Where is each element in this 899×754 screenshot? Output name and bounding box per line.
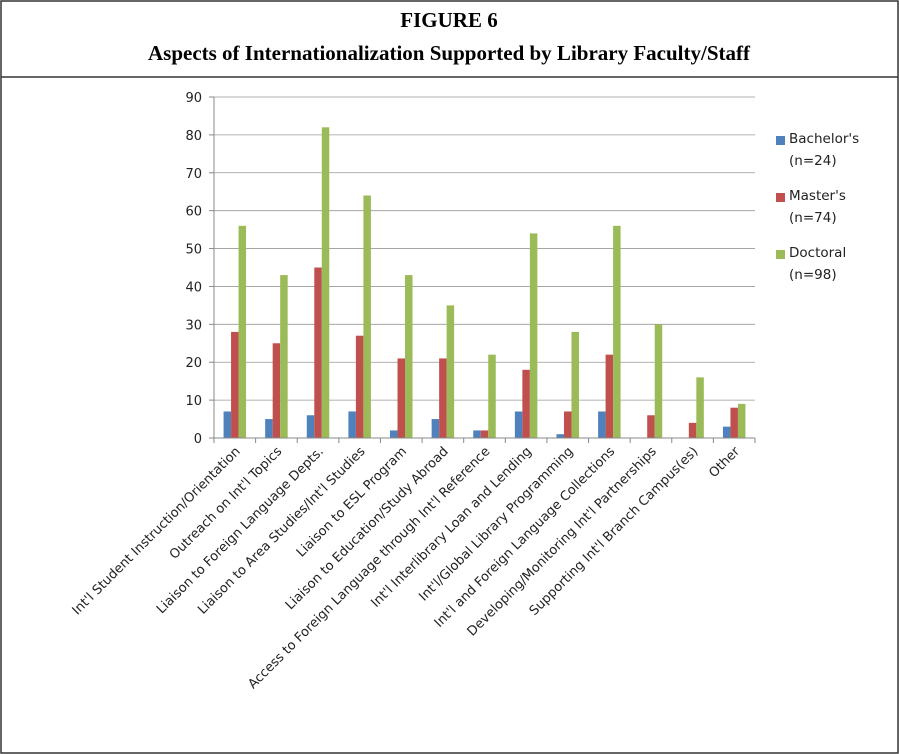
legend-label: Master's (n=74)	[789, 188, 846, 226]
y-tick-label: 60	[185, 205, 202, 220]
bar	[397, 358, 406, 438]
bar	[223, 411, 232, 438]
bar	[737, 403, 746, 438]
bar	[605, 354, 614, 438]
legend-swatch	[776, 136, 785, 145]
bar	[446, 305, 455, 438]
bar	[556, 434, 564, 438]
bar	[563, 411, 572, 438]
bar	[473, 430, 481, 438]
legend: Bachelor's (n=24) Master's (n=74) Doctoral…	[776, 131, 886, 303]
y-tick-label: 50	[185, 243, 202, 258]
bar	[696, 377, 704, 438]
bar	[688, 422, 697, 438]
bar	[654, 324, 663, 438]
y-tick-label: 70	[185, 167, 202, 182]
y-tick-label: 80	[185, 129, 202, 144]
bar	[522, 369, 530, 438]
chart-title: FIGURE 6	[400, 8, 497, 32]
y-tick-label: 20	[185, 356, 202, 371]
bar	[348, 411, 356, 438]
y-tick-label: 40	[185, 280, 202, 295]
bar	[280, 275, 288, 438]
legend-item: Bachelor's (n=24)	[776, 131, 886, 172]
bar	[272, 343, 281, 438]
bar	[598, 411, 606, 438]
legend-swatch	[776, 250, 785, 259]
bar	[390, 430, 398, 438]
legend-item: Doctoral (n=98)	[776, 245, 886, 286]
legend-item: Master's (n=74)	[776, 188, 886, 229]
bar	[231, 331, 239, 438]
bar	[488, 354, 496, 438]
bar	[571, 331, 579, 438]
bar	[314, 267, 322, 438]
y-tick-label: 90	[185, 91, 202, 106]
bar	[321, 127, 330, 439]
bar	[439, 358, 447, 438]
bar	[613, 225, 621, 438]
legend-label: Bachelor's (n=24)	[789, 131, 860, 169]
bar	[647, 415, 655, 438]
chart-subtitle: Aspects of Internationalization Supporte…	[148, 41, 751, 65]
legend-label: Doctoral (n=98)	[789, 245, 847, 283]
bar	[405, 275, 413, 438]
y-tick-label: 30	[185, 318, 202, 333]
bar	[529, 233, 538, 438]
bar	[730, 407, 738, 438]
bar	[722, 426, 731, 438]
bar	[363, 195, 371, 438]
bar	[514, 411, 523, 438]
bar	[431, 419, 440, 438]
bar	[238, 225, 247, 438]
bar	[355, 335, 364, 438]
legend-swatch	[776, 193, 785, 202]
y-tick-label: 0	[194, 432, 202, 447]
bar	[306, 415, 315, 438]
bar	[265, 419, 273, 438]
y-tick-label: 10	[185, 394, 202, 409]
bar	[480, 430, 489, 438]
